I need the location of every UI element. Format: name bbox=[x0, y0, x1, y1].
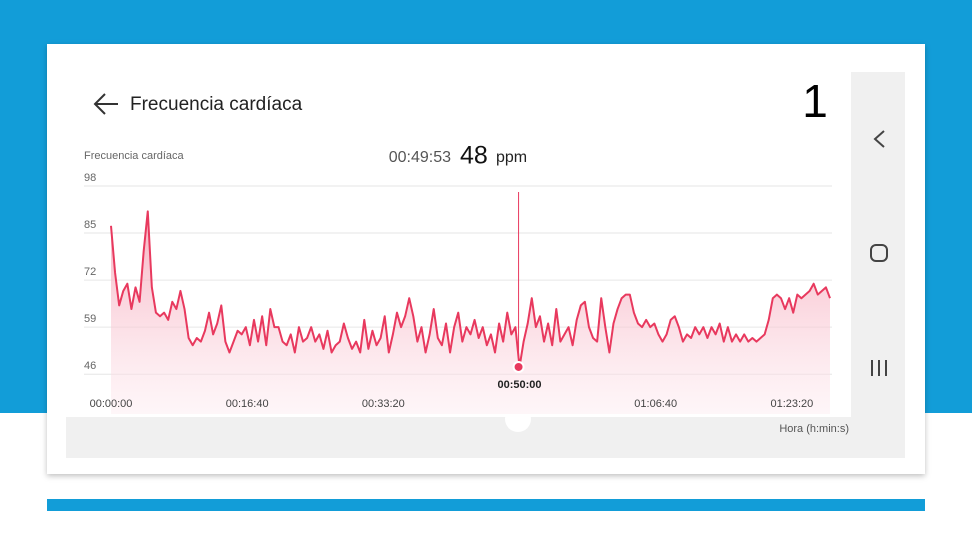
y-tick-label: 59 bbox=[84, 313, 96, 325]
y-axis-title: Frecuencia cardíaca bbox=[84, 150, 185, 162]
x-tick-label: 01:23:20 bbox=[770, 398, 813, 410]
cursor-time: 00:49:53 bbox=[389, 149, 451, 166]
cursor-tick-label: 00:50:00 bbox=[497, 379, 541, 391]
y-tick-label: 46 bbox=[84, 360, 96, 372]
step-number: 1 bbox=[802, 75, 828, 127]
x-tick-label: 00:16:40 bbox=[226, 398, 269, 410]
nav-back[interactable] bbox=[873, 130, 885, 148]
x-tick-label: 00:00:00 bbox=[90, 398, 133, 410]
x-tick-label: 01:06:40 bbox=[634, 398, 677, 410]
cursor-dot bbox=[512, 360, 525, 373]
x-axis-title: Hora (h:min:s) bbox=[779, 423, 849, 435]
back-arrow[interactable] bbox=[93, 93, 118, 115]
nav-bar bbox=[851, 72, 905, 458]
line bbox=[110, 210, 831, 368]
nav-recents[interactable] bbox=[871, 360, 887, 376]
nav-home[interactable] bbox=[870, 244, 888, 262]
y-tick-label: 98 bbox=[84, 172, 96, 184]
x-tick-label: 00:33:20 bbox=[362, 398, 405, 410]
scroll-track bbox=[66, 417, 851, 458]
cursor-unit: ppm bbox=[496, 149, 527, 166]
y-tick-label: 72 bbox=[84, 266, 96, 278]
cursor-value: 48 bbox=[460, 142, 488, 170]
y-tick-label: 85 bbox=[84, 219, 96, 231]
page-title: Frecuencia cardíaca bbox=[130, 94, 303, 115]
area bbox=[111, 211, 830, 414]
bottom-bar bbox=[47, 499, 925, 511]
